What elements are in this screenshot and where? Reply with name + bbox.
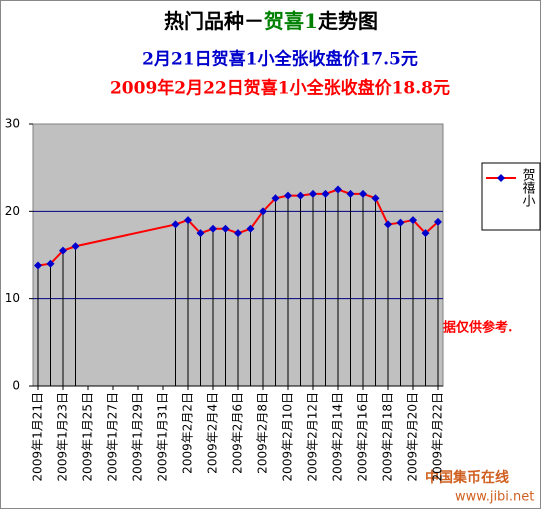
x-tick-label: 2009年2月4日	[206, 392, 220, 474]
marker	[209, 224, 217, 233]
marker	[246, 224, 255, 233]
marker	[34, 261, 42, 270]
marker	[396, 218, 405, 227]
marker	[284, 191, 292, 200]
marker	[234, 229, 242, 238]
marker	[46, 259, 55, 268]
x-tick-label: 2009年2月2日	[181, 392, 195, 474]
marker	[384, 220, 392, 229]
x-tick-label: 2009年2月12日	[306, 392, 320, 481]
x-tick-label: 2009年2月14日	[331, 392, 345, 481]
subtitle: 2月21日贺喜1小全张收盘价17.5元	[142, 49, 418, 70]
marker	[334, 185, 342, 194]
x-tick-label: 2009年2月16日	[356, 392, 370, 481]
annotation: 数据仅供参考.	[430, 320, 513, 336]
marker	[321, 189, 330, 198]
marker	[196, 229, 205, 238]
x-tick-label: 2009年2月10日	[281, 392, 295, 481]
y-tick-label: 0	[12, 379, 20, 393]
x-tick-label: 2009年1月23日	[56, 392, 70, 481]
y-tick-label: 10	[5, 291, 20, 305]
marker	[271, 194, 280, 203]
marker	[409, 216, 417, 225]
x-tick-label: 2009年2月20日	[406, 392, 420, 481]
x-tick-label: 2009年1月31日	[156, 392, 170, 481]
x-tick-label: 2009年1月25日	[81, 392, 95, 481]
marker	[71, 242, 80, 251]
legend-label: 贺禧小	[520, 168, 536, 208]
x-tick-label: 2009年1月27日	[106, 392, 120, 481]
marker	[221, 224, 230, 233]
legend-marker	[497, 174, 505, 182]
marker	[346, 189, 355, 198]
x-tick-label: 2009年2月8日	[256, 392, 270, 474]
subtitle: 2009年2月22日贺喜1小全张收盘价18.8元	[110, 78, 450, 99]
marker	[296, 191, 305, 200]
y-tick-label: 20	[5, 204, 20, 218]
x-tick-label: 2009年2月22日	[431, 392, 445, 481]
watermark: 中国集币在线	[425, 469, 509, 486]
y-tick-label: 30	[5, 117, 20, 131]
legend	[481, 162, 541, 231]
chart-title: 热门品种－贺喜1走势图	[164, 9, 378, 33]
x-tick-label: 2009年2月6日	[231, 392, 245, 474]
marker	[259, 207, 267, 216]
marker	[359, 189, 367, 198]
x-tick-label: 2009年1月29日	[131, 392, 145, 481]
watermark: www.jibi.net	[455, 490, 534, 505]
marker	[434, 217, 442, 226]
marker	[421, 229, 430, 238]
marker	[309, 189, 317, 198]
marker	[59, 246, 67, 255]
x-tick-label: 2009年1月21日	[31, 392, 45, 481]
marker	[184, 216, 192, 225]
marker	[371, 194, 380, 203]
marker	[171, 220, 180, 229]
x-tick-label: 2009年2月18日	[381, 392, 395, 481]
